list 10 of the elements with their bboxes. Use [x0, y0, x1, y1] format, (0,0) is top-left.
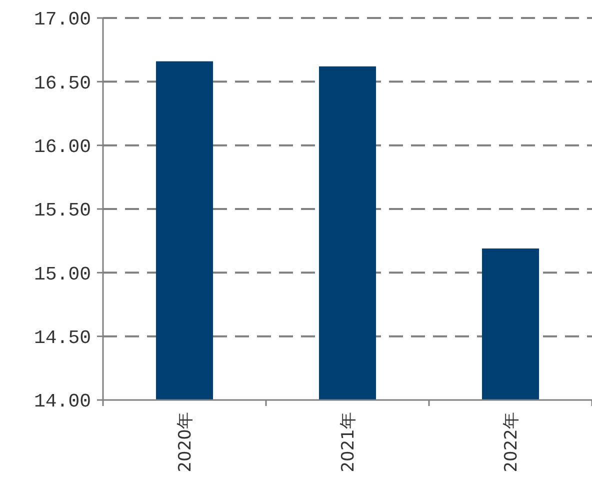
x-tick-label: 2020年	[175, 412, 196, 472]
y-tick-label: 16.50	[34, 72, 91, 94]
y-tick-label: 14.50	[34, 326, 91, 349]
y-tick-label: 17.00	[34, 8, 91, 31]
y-tick-label: 16.00	[34, 136, 91, 158]
x-tick-label: 2021年	[338, 412, 358, 472]
x-tick-label: 2022年	[501, 412, 522, 472]
y-tick-label: 15.00	[34, 263, 91, 286]
y-tick-label: 14.00	[34, 390, 91, 413]
y-tick-label: 15.50	[34, 200, 91, 222]
